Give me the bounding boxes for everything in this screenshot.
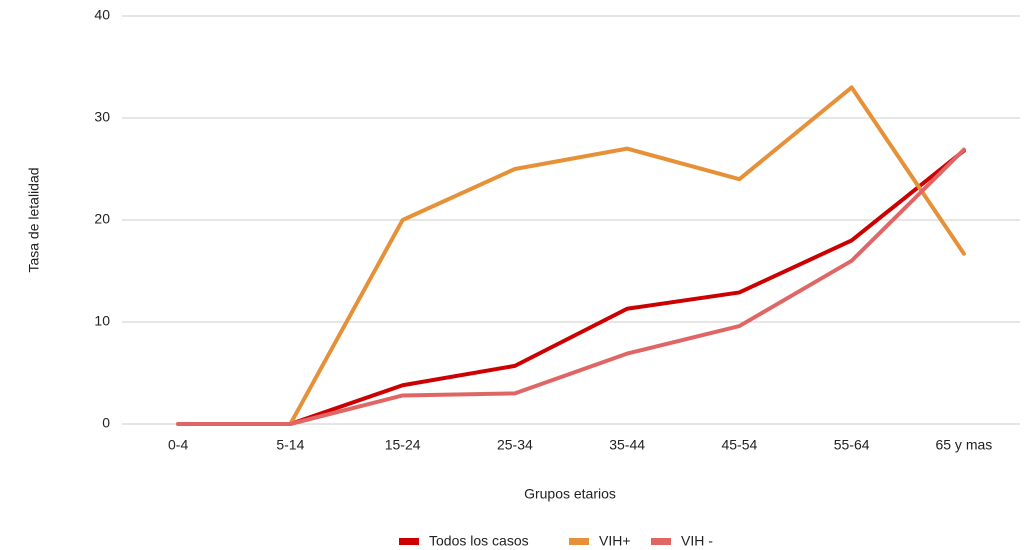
legend-label: VIH+	[599, 533, 631, 549]
y-tick-label: 0	[102, 415, 110, 431]
legend-label: Todos los casos	[429, 533, 529, 549]
legend-swatch	[569, 538, 589, 545]
legend-label: VIH -	[681, 533, 713, 549]
y-tick-label: 30	[94, 109, 110, 125]
x-tick-label: 65 y mas	[935, 437, 992, 453]
x-tick-label: 0-4	[168, 437, 188, 453]
x-tick-label: 55-64	[834, 437, 870, 453]
series-line	[176, 85, 966, 426]
x-tick-label: 35-44	[609, 437, 645, 453]
x-axis-title: Grupos etarios	[524, 486, 616, 502]
y-tick-label: 40	[94, 7, 110, 23]
series-line	[176, 148, 966, 426]
x-tick-label: 25-34	[497, 437, 533, 453]
y-tick-label: 20	[94, 211, 110, 227]
x-tick-label: 45-54	[721, 437, 757, 453]
x-tick-label: 5-14	[276, 437, 304, 453]
legend-swatch	[399, 538, 419, 545]
series-line	[176, 147, 966, 426]
x-tick-label: 15-24	[385, 437, 421, 453]
legend: Todos los casos VIH+ VIH -	[399, 533, 713, 549]
legend-swatch	[651, 538, 671, 545]
y-tick-label: 10	[94, 313, 110, 329]
y-axis-title: Tasa de letalidad	[26, 167, 42, 272]
